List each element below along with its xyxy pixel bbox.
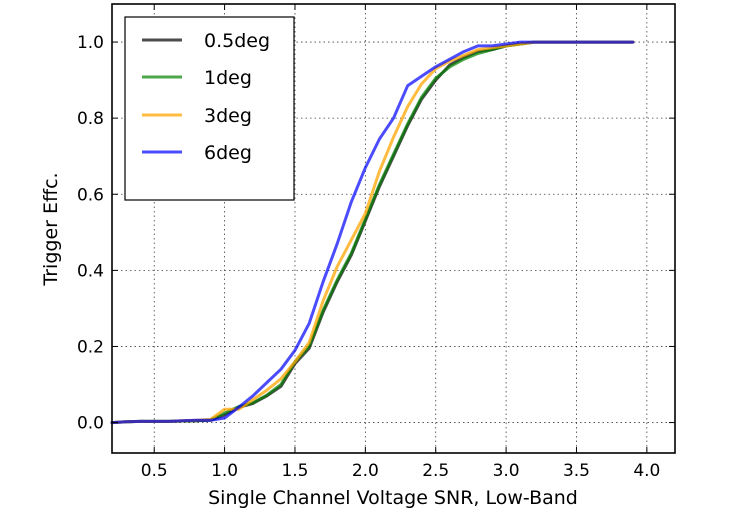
y-tick-label: 0.6 [77, 185, 104, 205]
y-tick-label: 0.8 [77, 109, 104, 129]
legend-label-1deg: 1deg [204, 67, 252, 89]
x-tick-label: 4.0 [633, 461, 660, 481]
y-tick-label: 0.2 [77, 337, 104, 357]
x-tick-label: 0.5 [141, 461, 168, 481]
x-tick-label: 2.5 [422, 461, 449, 481]
legend: 0.5deg 1deg 3deg 6deg [124, 16, 295, 201]
x-tick-label: 3.0 [493, 461, 520, 481]
y-axis-title: Trigger Effc. [40, 172, 62, 286]
tick-labels: 0.5 1.0 1.5 2.0 2.5 3.0 3.5 4.0 0.0 0.2 0.4 0.6 0.8 1… [77, 33, 660, 481]
y-tick-label: 0.4 [77, 261, 104, 281]
series-line-6deg [110, 40, 635, 425]
legend-label-0-5deg: 0.5deg [204, 30, 270, 52]
x-tick-label: 1.5 [281, 461, 308, 481]
legend-label-6deg: 6deg [204, 142, 252, 164]
plot-frame [111, 3, 676, 454]
series-layer [110, 40, 635, 425]
ticks [112, 4, 675, 453]
y-tick-label: 1.0 [77, 33, 104, 53]
x-axis-title: Single Channel Voltage SNR, Low-Band [208, 487, 578, 509]
y-tick-label: 0.0 [77, 414, 104, 434]
legend-label-3deg: 3deg [204, 105, 252, 127]
legend-box [124, 16, 295, 201]
x-tick-label: 1.0 [211, 461, 238, 481]
x-tick-label: 3.5 [563, 461, 590, 481]
x-tick-label: 2.0 [352, 461, 379, 481]
